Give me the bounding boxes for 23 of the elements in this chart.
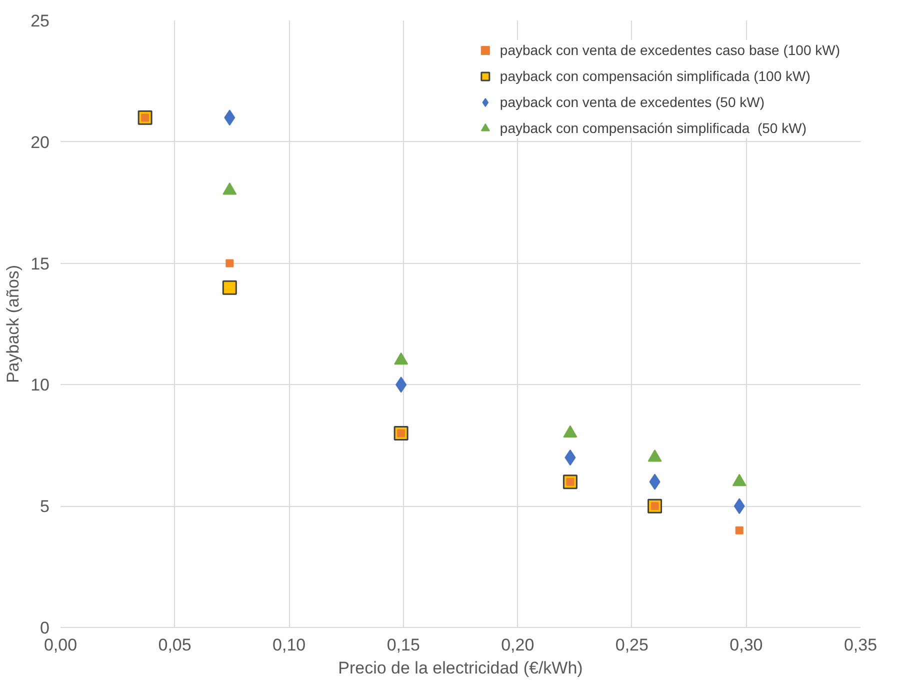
y-tick-label: 10 [30,376,50,395]
y-tick-label: 15 [30,254,50,274]
y-tick-label: 5 [40,497,50,516]
legend-label: payback con venta de excedentes (50 kW) [500,94,764,110]
point [222,280,237,295]
x-axis-title: Precio de la electricidad (€/kWh) [338,658,583,678]
y-tick-label: 20 [30,132,50,152]
x-tick-label: 0,25 [615,636,648,654]
x-tick-label: 0,30 [730,636,763,654]
x-tick-label: 0,10 [272,636,306,654]
y-axis-title: Payback (años) [4,264,23,384]
x-tick-label: 0,00 [44,636,78,654]
y-tick-label: 0 [40,618,50,638]
x-tick-label: 0,15 [386,636,420,654]
point [226,259,234,268]
legend-label: payback con venta de excedentes caso base (100 kW) [500,42,840,58]
y-tick-label: 25 [30,12,50,30]
point [735,526,744,534]
x-tick-label: 0,35 [844,636,878,654]
x-tick-label: 0,05 [158,636,192,654]
legend-label: payback con compensación simplificada (100 kW) [500,68,810,84]
legend-label: payback con compensación simplificada (50 kW) [500,120,806,136]
x-tick-label: 0,20 [501,636,534,654]
